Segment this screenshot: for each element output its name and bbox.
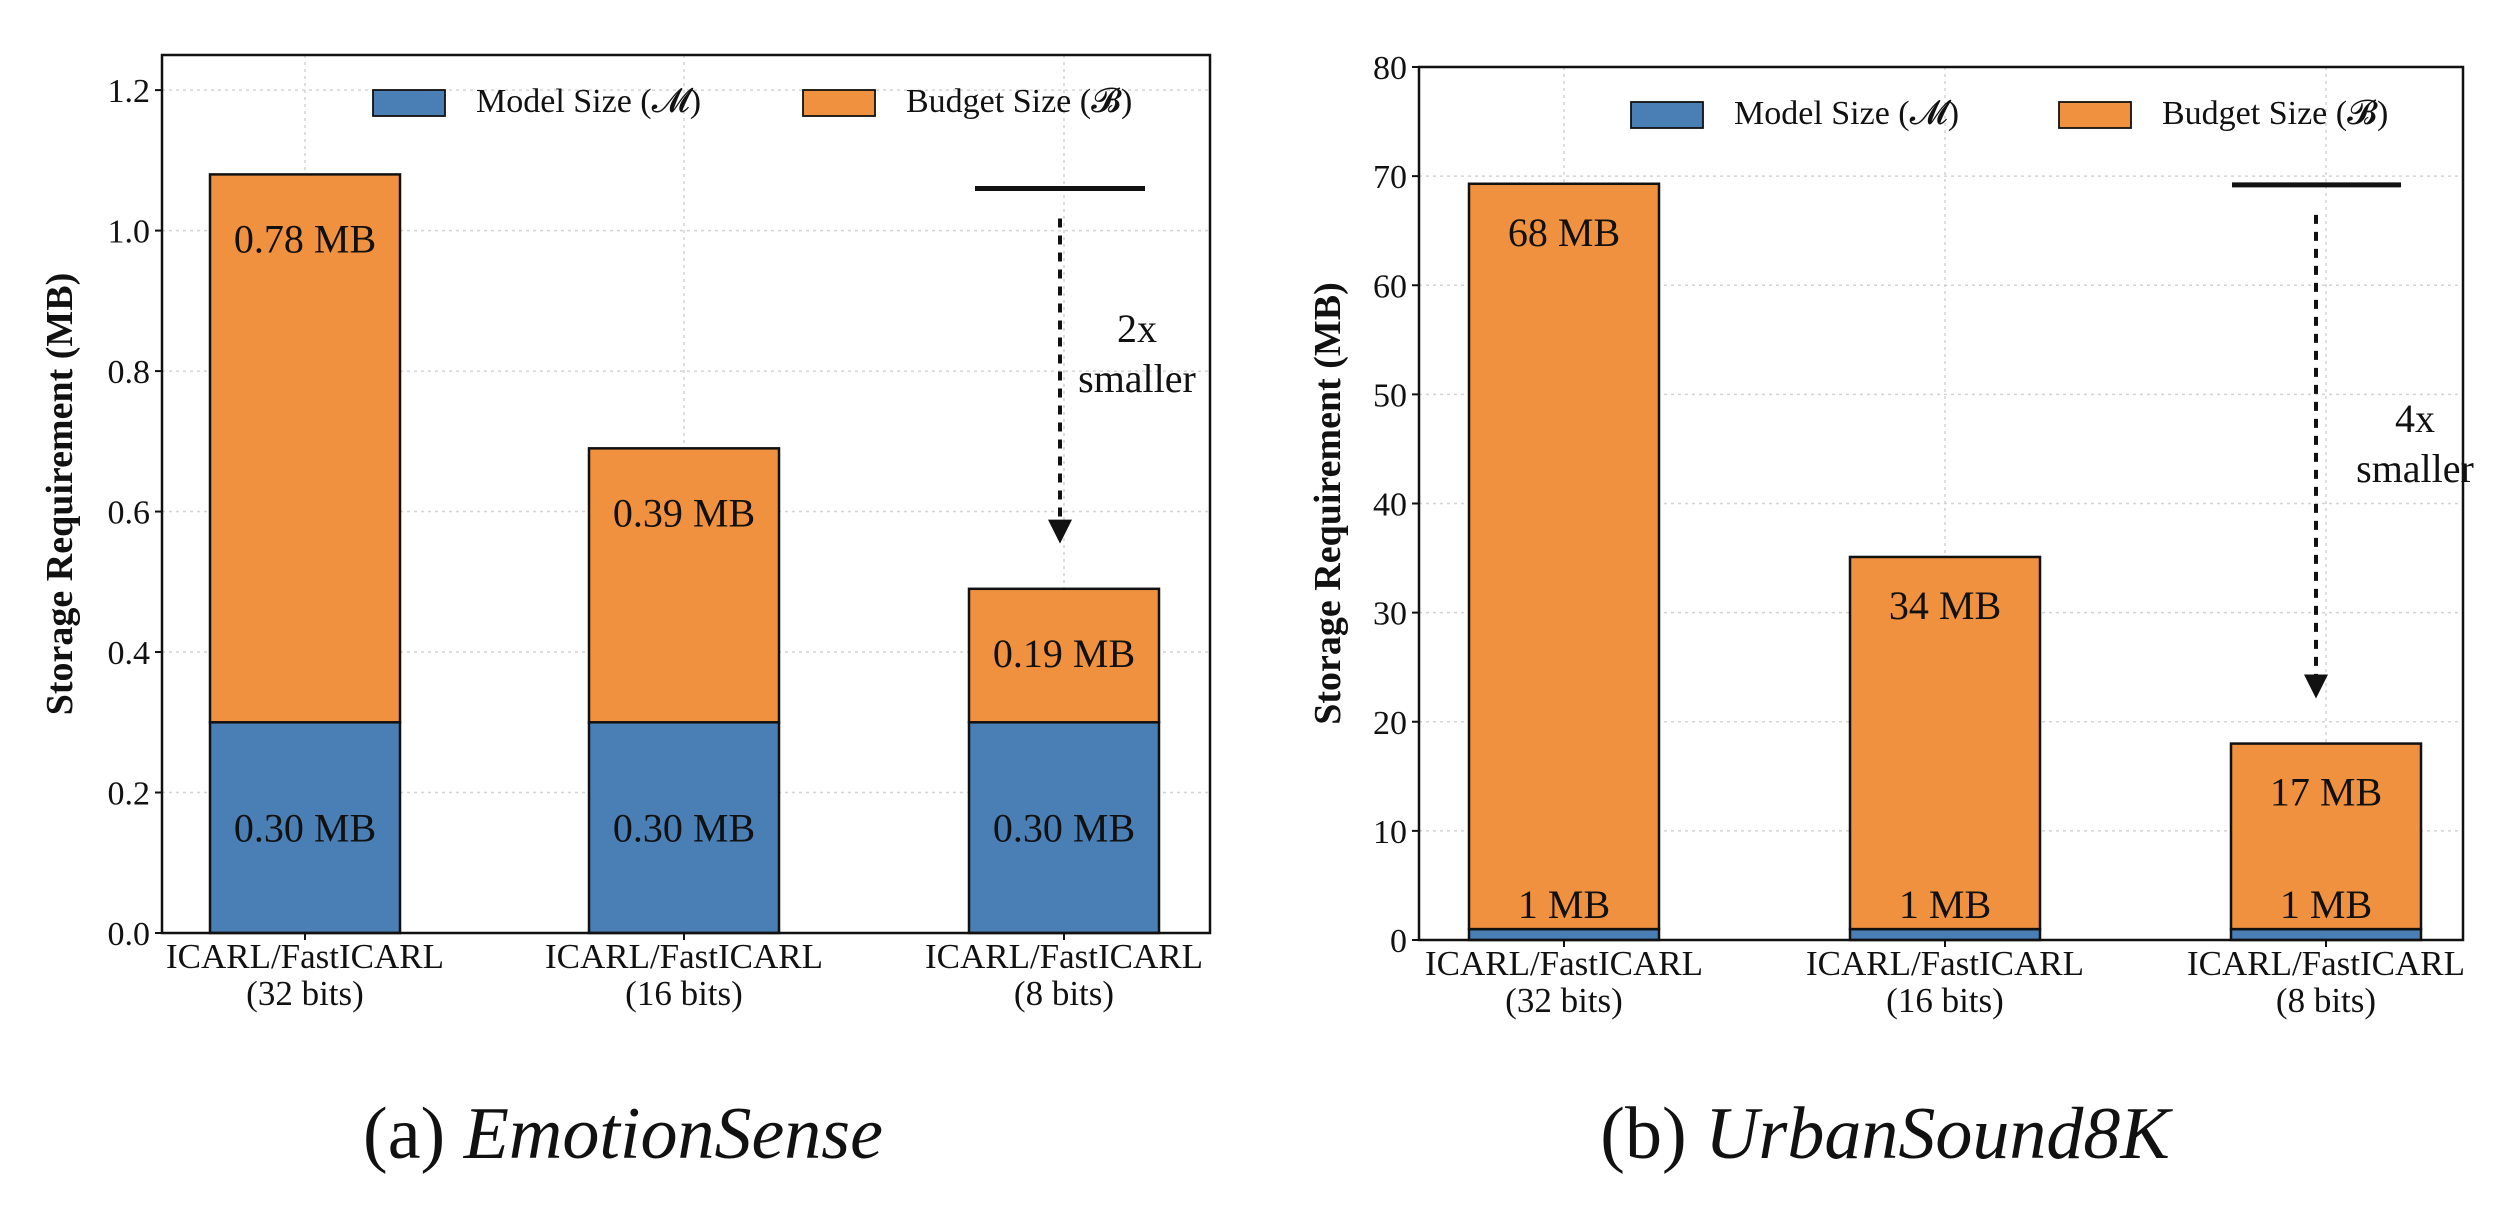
bar-budget-size [587,447,781,724]
y-tick-label: 0.6 [108,495,151,532]
y-tick-label: 0.0 [108,916,151,953]
data-label-budget: 0.39 MB [613,490,755,535]
bar-budget-size [967,587,1161,724]
bar-budget-size [208,173,402,724]
y-tick-label: 10 [1373,814,1407,851]
annotation-factor: 4x [2395,396,2435,441]
data-label-model: 1 MB [1518,882,1610,927]
y-tick-label: 1.2 [108,73,151,110]
y-tick-label: 60 [1373,268,1407,305]
legend-label-budget: Budget Size (𝓑) [906,83,1132,120]
data-label-model: 0.30 MB [613,806,755,851]
x-tick-label: ICARL/FastICARL [2187,944,2465,983]
y-axis-label: Storage Requirement (MB) [1307,282,1349,725]
plot-frame [1417,65,2465,942]
x-tick-label-sub: (8 bits) [2276,981,2376,1020]
panel-emotionsense: 0.0 0.2 0.4 0.6 0.8 1.0 1.2 Storage Requirement… [39,53,1212,1013]
bar-model-size [1467,927,1661,942]
legend-swatch-model [1630,101,1704,129]
data-label-model: 1 MB [1899,882,1991,927]
data-label-budget: 0.78 MB [234,216,376,261]
y-tick-label: 30 [1373,596,1407,633]
x-tick-label-sub: (16 bits) [1886,981,2004,1020]
x-tick-label-sub: (32 bits) [1505,981,1623,1020]
bar-budget-size [1848,555,2042,931]
data-label-model: 0.30 MB [234,806,376,851]
y-tick-label: 20 [1373,705,1407,742]
x-tick-label: ICARL/FastICARL [166,937,444,976]
x-tick-label-sub: (32 bits) [246,974,364,1013]
reduction-arrow-head [2304,674,2328,699]
x-tick-label: ICARL/FastICARL [925,937,1203,976]
y-tick-label: 0.4 [108,635,151,672]
x-tick-label-sub: (16 bits) [625,974,743,1013]
data-label-model: 1 MB [2280,882,2372,927]
legend-swatch-model [372,89,446,117]
data-label-budget: 68 MB [1508,210,1620,255]
legend-swatch-budget [802,89,876,117]
data-label-budget: 17 MB [2270,770,2382,815]
y-tick-label: 70 [1373,159,1407,196]
y-tick-label: 0.2 [108,776,151,813]
legend-label-model: Model Size (𝓜) [476,83,701,120]
caption-b: (b) UrbanSound8K [1600,1093,2173,1175]
x-tick-label: ICARL/FastICARL [1425,944,1703,983]
data-label-budget: 34 MB [1889,583,2001,628]
bar-budget-size [2229,742,2423,931]
x-tick-label: ICARL/FastICARL [1806,944,2084,983]
legend-swatch-budget [2058,101,2132,129]
plot-frame [160,53,1212,935]
caption-a: (a) EmotionSense [363,1093,883,1175]
y-tick-label: 0 [1390,923,1407,960]
bar-budget-size [1467,182,1661,931]
annotation-factor: 2x [1117,306,1157,351]
x-tick-label: ICARL/FastICARL [545,937,823,976]
annotation-word: smaller [2356,446,2474,491]
legend-label-budget: Budget Size (𝓑) [2162,95,2388,132]
data-label-budget: 0.19 MB [993,631,1135,676]
reduction-arrow-head [1048,519,1072,544]
bar-model-size [2229,927,2423,942]
y-tick-label: 40 [1373,487,1407,524]
annotation-word: smaller [1078,356,1196,401]
y-tick-label: 80 [1373,50,1407,87]
x-tick-label-sub: (8 bits) [1014,974,1114,1013]
y-axis-label: Storage Requirement (MB) [39,273,81,716]
y-tick-label: 50 [1373,377,1407,414]
panel-urbansound8k: 0 10 20 30 40 50 60 70 80 Storage Requirement (MB… [1307,50,2474,1020]
data-label-model: 0.30 MB [993,806,1135,851]
legend-label-model: Model Size (𝓜) [1734,95,1959,132]
y-tick-label: 1.0 [108,214,151,251]
y-tick-label: 0.8 [108,354,151,391]
bar-model-size [587,721,781,935]
bar-model-size [1848,927,2042,942]
